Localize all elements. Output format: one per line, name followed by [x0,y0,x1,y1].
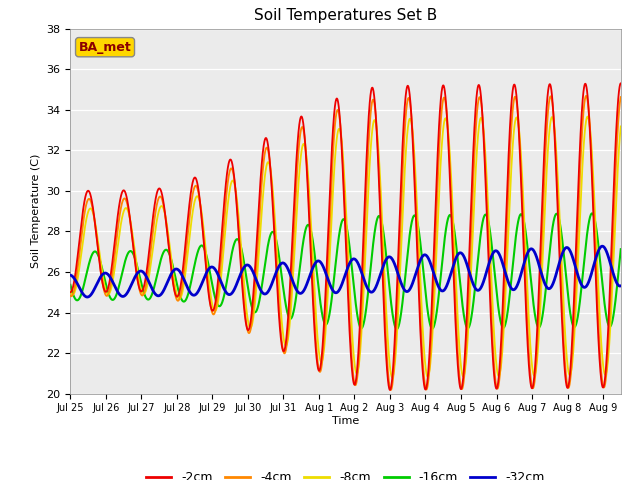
Y-axis label: Soil Temperature (C): Soil Temperature (C) [31,154,41,268]
Text: BA_met: BA_met [79,41,131,54]
X-axis label: Time: Time [332,416,359,426]
Legend: -2cm, -4cm, -8cm, -16cm, -32cm: -2cm, -4cm, -8cm, -16cm, -32cm [141,467,550,480]
Title: Soil Temperatures Set B: Soil Temperatures Set B [254,9,437,24]
